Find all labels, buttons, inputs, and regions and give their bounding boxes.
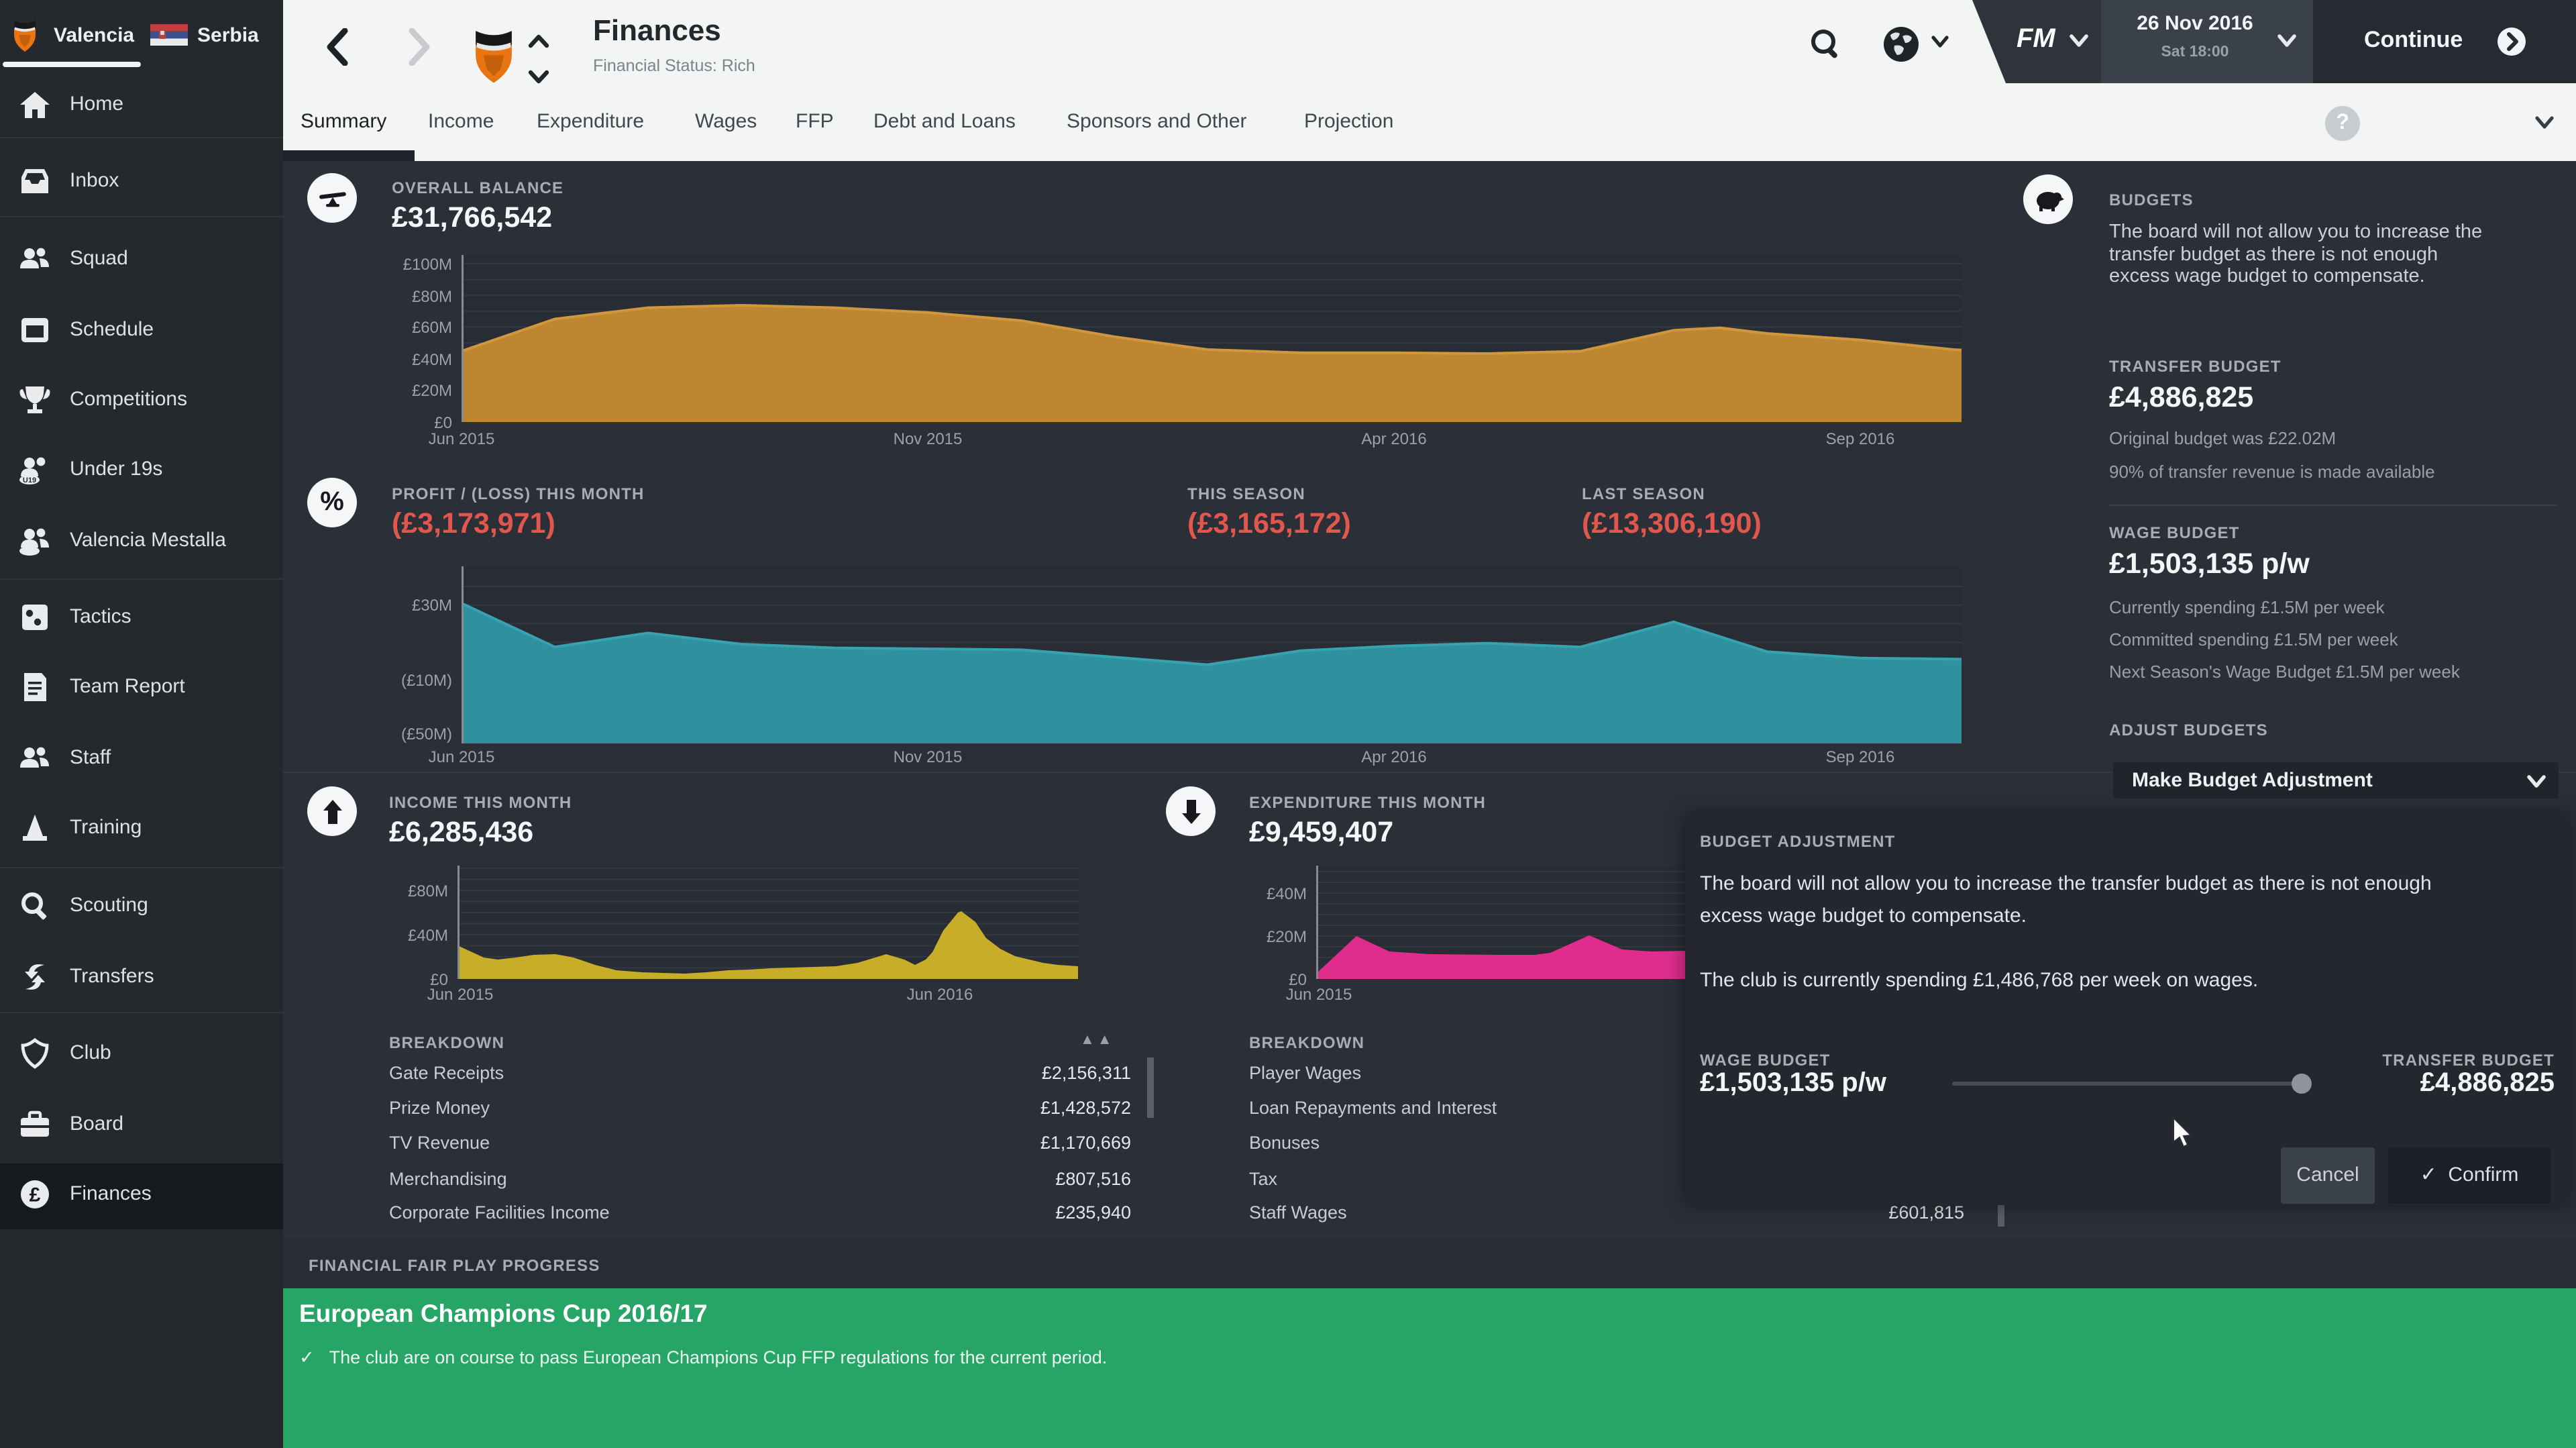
svg-text:£: £ — [30, 1184, 41, 1206]
svg-text:U19: U19 — [23, 476, 36, 484]
